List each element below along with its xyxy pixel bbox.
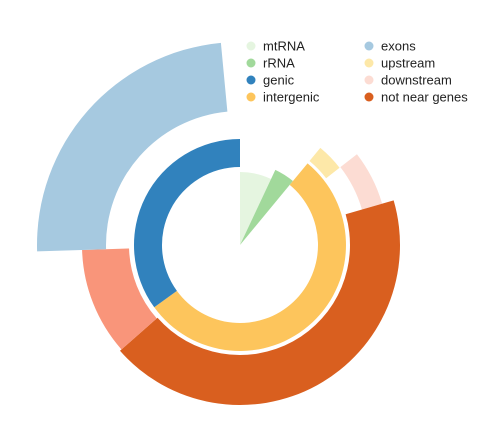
legend-item-upstream: upstream bbox=[364, 56, 435, 71]
legend-swatch bbox=[364, 75, 374, 85]
inner-slice-intergenic bbox=[154, 163, 346, 351]
legend-swatch bbox=[364, 92, 374, 102]
legend-label: rRNA bbox=[263, 56, 295, 71]
legend-swatch bbox=[246, 75, 256, 85]
legend-label: mtRNA bbox=[263, 39, 305, 54]
inner-slice-rrna bbox=[240, 169, 293, 245]
legend-item-genic: genic bbox=[246, 73, 295, 88]
legend-swatch bbox=[364, 58, 374, 68]
legend-label: not near genes bbox=[381, 90, 468, 105]
legend-swatch bbox=[246, 41, 256, 51]
legend-item-intergenic: intergenic bbox=[246, 90, 320, 105]
inner-slice-mtrna bbox=[240, 172, 272, 245]
legend-item-not-near-genes: not near genes bbox=[364, 90, 468, 105]
legend: mtRNA rRNA genic intergenic exons upstream dow… bbox=[246, 39, 468, 105]
outer-slice-exons bbox=[36, 42, 228, 252]
outer-slice-not-near-genes bbox=[119, 200, 401, 406]
inner-slice-genic bbox=[133, 139, 240, 308]
outer-slice-downstream bbox=[340, 154, 383, 210]
chart-slices bbox=[36, 42, 401, 406]
outer-slice-upstream bbox=[309, 147, 340, 179]
legend-item-exons: exons bbox=[364, 39, 416, 54]
legend-swatch bbox=[246, 58, 256, 68]
legend-item-downstream: downstream bbox=[364, 73, 452, 88]
legend-swatch bbox=[246, 92, 256, 102]
legend-item-rrna: rRNA bbox=[246, 56, 295, 71]
legend-label: upstream bbox=[381, 56, 435, 71]
legend-label: genic bbox=[263, 73, 295, 88]
legend-item-mtrna: mtRNA bbox=[246, 39, 305, 54]
legend-swatch bbox=[364, 41, 374, 51]
legend-label: exons bbox=[381, 39, 416, 54]
legend-label: intergenic bbox=[263, 90, 320, 105]
outer-slice-genic-other bbox=[82, 248, 157, 350]
legend-label: downstream bbox=[381, 73, 452, 88]
